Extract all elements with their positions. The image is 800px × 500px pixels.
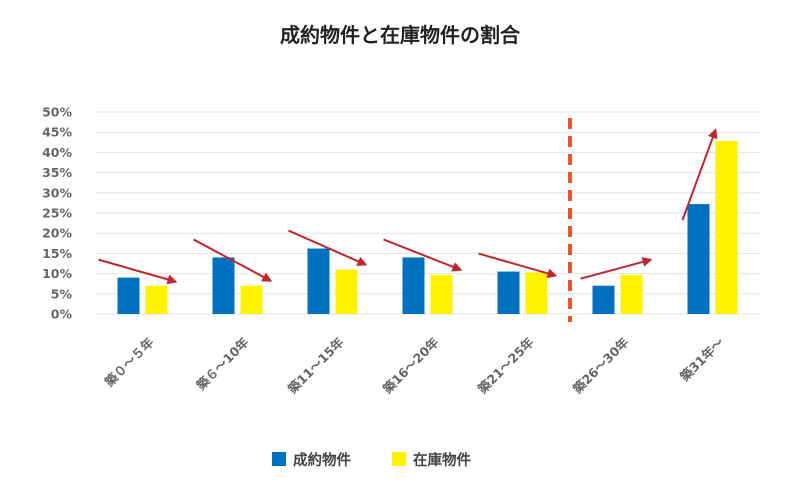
x-tick-label: 築26～30年 xyxy=(569,334,632,397)
x-tick-label: 築６～10年 xyxy=(193,334,252,393)
bar xyxy=(525,272,548,314)
legend-label: 成約物件 xyxy=(293,451,351,469)
y-tick-label: 5% xyxy=(51,286,73,301)
x-axis: 築０～５年 築６～10年 築11～15年 築16～20年 築21～25年 築26～30年築… xyxy=(101,334,727,397)
x-tick-label: 築０～５年 xyxy=(101,334,157,390)
y-tick-label: 25% xyxy=(42,206,72,221)
y-tick-label: 10% xyxy=(42,266,72,281)
y-tick-label: 30% xyxy=(42,185,72,200)
bar xyxy=(212,257,235,314)
bar xyxy=(240,285,263,314)
bar xyxy=(715,141,738,314)
y-tick-label: 15% xyxy=(42,246,72,261)
trend-arrow xyxy=(288,229,368,266)
legend: 成約物件 在庫物件 xyxy=(272,451,471,469)
bar xyxy=(620,274,643,314)
trend-arrow xyxy=(580,257,653,280)
bar xyxy=(402,257,425,314)
bar xyxy=(430,274,453,314)
bar xyxy=(145,285,168,314)
legend-swatch xyxy=(392,452,406,466)
bar xyxy=(335,269,358,314)
y-tick-label: 20% xyxy=(42,226,72,241)
bar xyxy=(307,248,330,314)
x-tick-label: 築21～25年 xyxy=(474,334,537,397)
y-tick-label: 50% xyxy=(42,105,72,120)
legend-swatch xyxy=(272,452,286,466)
bar xyxy=(117,277,140,314)
y-tick-label: 45% xyxy=(42,125,72,140)
gridlines xyxy=(95,111,760,315)
bar xyxy=(592,285,615,314)
bar xyxy=(687,204,710,314)
bar xyxy=(497,271,520,314)
trend-arrow xyxy=(193,238,273,282)
x-tick-label: 築16～20年 xyxy=(379,334,442,397)
trend-arrows xyxy=(98,128,718,285)
trend-arrow xyxy=(478,252,558,279)
trend-arrow xyxy=(681,128,718,221)
y-tick-label: 40% xyxy=(42,145,72,160)
y-axis: 0% 5% 10% 15% 20% 25% 30% 35% 40% 45% 50% xyxy=(42,105,72,322)
y-tick-label: 35% xyxy=(42,165,72,180)
x-tick-label: 築31年～ xyxy=(676,334,726,384)
legend-label: 在庫物件 xyxy=(413,451,471,469)
trend-arrow xyxy=(98,258,178,285)
trend-arrow xyxy=(383,238,463,272)
bars xyxy=(117,141,738,314)
chart-title: 成約物件と在庫物件の割合 xyxy=(280,23,521,47)
x-tick-label: 築11～15年 xyxy=(284,334,347,397)
y-tick-label: 0% xyxy=(51,307,73,322)
